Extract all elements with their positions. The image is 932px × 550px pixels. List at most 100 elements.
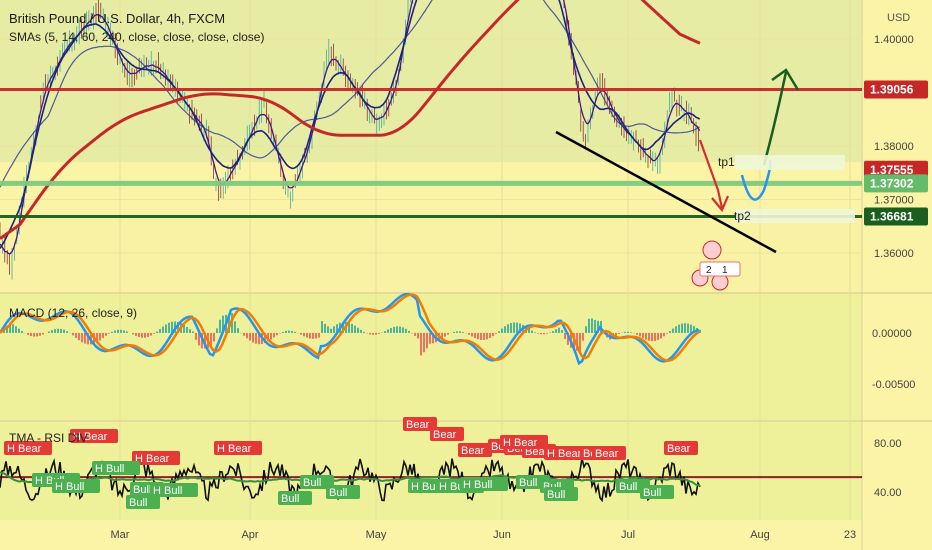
rsi-legend[interactable]: TMA - RSI DIV [9, 431, 88, 445]
bear-signal-box [458, 443, 492, 457]
macd-histogram-bar [564, 332, 566, 340]
macd-histogram-bar [426, 332, 428, 349]
bull-signal-box [300, 475, 334, 489]
macd-histogram-bar [618, 332, 620, 334]
rsi-tick-label: 80.00 [874, 438, 902, 450]
sma-legend[interactable]: SMAs (5, 14, 60, 240, close, close, clos… [9, 30, 264, 44]
macd-histogram-bar [264, 332, 266, 344]
bear-signal-label: H Bear [135, 453, 170, 465]
macd-histogram-bar [303, 332, 305, 337]
price-label-box [864, 174, 928, 193]
bull-signal-box [544, 487, 578, 501]
bear-signal-label: Bear [406, 419, 430, 431]
macd-histogram-bar [519, 323, 521, 333]
macd-histogram-bar [414, 332, 416, 336]
time-tick-label: Aug [750, 529, 770, 541]
macd-histogram-bar [654, 332, 656, 341]
macd-histogram-bar [99, 332, 101, 341]
macd-histogram-bar [561, 330, 563, 333]
macd-histogram-bar [51, 330, 53, 333]
macd-histogram-bar [177, 321, 179, 333]
bear-signal-label: H Bear [503, 437, 538, 449]
macd-histogram-bar [78, 332, 80, 341]
macd-histogram-bar [552, 331, 554, 333]
macd-histogram-bar [537, 332, 539, 334]
macd-histogram-bar [87, 332, 89, 345]
macd-histogram-bar [393, 326, 395, 333]
macd-histogram-bar [54, 329, 56, 333]
macd-histogram-bar [9, 322, 11, 333]
macd-histogram-bar [651, 332, 653, 342]
sma-60-line [0, 0, 700, 188]
time-tick-label: Mar [111, 529, 130, 541]
macd-histogram-bar [237, 328, 239, 333]
macd-histogram-bar [159, 329, 161, 333]
macd-histogram-bar [528, 328, 530, 333]
macd-histogram-bar [615, 332, 617, 336]
bull-signal-label: Bull [519, 477, 537, 489]
macd-histogram-bar [132, 332, 134, 335]
macd-histogram-bar [300, 332, 302, 335]
macd-legend[interactable]: MACD (12, 26, close, 9) [9, 306, 137, 320]
macd-histogram-bar [444, 332, 446, 337]
drawing-layer[interactable]: tp1 tp2 2 1 [0, 68, 862, 291]
macd-histogram-bar [315, 332, 317, 339]
macd-histogram-bar [219, 319, 221, 333]
price-label-text: 1.37302 [870, 176, 914, 190]
macd-histogram-bar [144, 332, 146, 338]
macd-histogram-bar [156, 331, 158, 333]
macd-histogram-bar [534, 332, 536, 333]
sma-14-line [0, 0, 701, 249]
bull-signal-label: Bull [547, 489, 565, 501]
macd-histogram-bar [12, 324, 14, 333]
tp1-box [735, 155, 845, 170]
macd-panel[interactable] [0, 292, 701, 366]
macd-histogram-bar [492, 332, 494, 337]
macd-histogram-bar [150, 332, 152, 336]
macd-histogram-bar [243, 332, 245, 336]
currency-label[interactable]: USD [887, 12, 910, 24]
macd-histogram-bar [582, 332, 584, 341]
macd-histogram-bar [60, 328, 62, 333]
macd-histogram-bar [15, 326, 17, 333]
macd-histogram-bar [27, 332, 29, 335]
macd-histogram-bar [354, 325, 356, 333]
macd-histogram-bar [162, 326, 164, 333]
macd-histogram-bar [501, 328, 503, 333]
bull-signal-label: H Bull [55, 481, 84, 493]
macd-histogram-bar [309, 332, 311, 339]
macd-histogram-bar [495, 332, 497, 334]
macd-histogram-bar [540, 332, 542, 335]
price-axis[interactable]: 1.40000 1.38000 1.37000 1.36000 1.39056 1.375… [864, 34, 928, 499]
bear-signal-box [4, 441, 52, 455]
price-panel[interactable] [0, 0, 701, 280]
macd-histogram-bar [75, 332, 77, 338]
projection-down-arrow [711, 195, 730, 213]
macd-histogram-bar [318, 332, 320, 338]
macd-histogram-bar [234, 321, 236, 333]
macd-histogram-bar [18, 328, 20, 333]
macd-histogram-bar [678, 324, 680, 333]
macd-histogram-bar [690, 324, 692, 333]
time-tick-label: 23 [844, 529, 856, 541]
bear-signal-label: Bear [461, 445, 485, 457]
macd-histogram-bar [216, 328, 218, 333]
macd-histogram-bar [351, 323, 353, 333]
support-trendline [555, 130, 777, 254]
price-tick-label: 1.40000 [874, 34, 914, 46]
macd-histogram-bar [105, 332, 107, 336]
macd-histogram-bar [543, 332, 545, 335]
macd-tick-label: -0.00500 [872, 379, 915, 391]
rsi-signal-line [0, 471, 701, 487]
macd-histogram-bar [687, 323, 689, 333]
macd-histogram-bar [468, 332, 470, 335]
macd-histogram-bar [396, 326, 398, 333]
macd-histogram-bar [681, 323, 683, 333]
tp1-label: tp1 [718, 155, 735, 169]
macd-histogram-bar [675, 326, 677, 333]
bull-signal-label: Bull [281, 493, 299, 505]
macd-histogram-bar [96, 332, 98, 343]
macd-histogram-bar [198, 332, 200, 346]
time-axis[interactable]: Mar Apr May Jun Jul Aug 23 [111, 529, 857, 541]
